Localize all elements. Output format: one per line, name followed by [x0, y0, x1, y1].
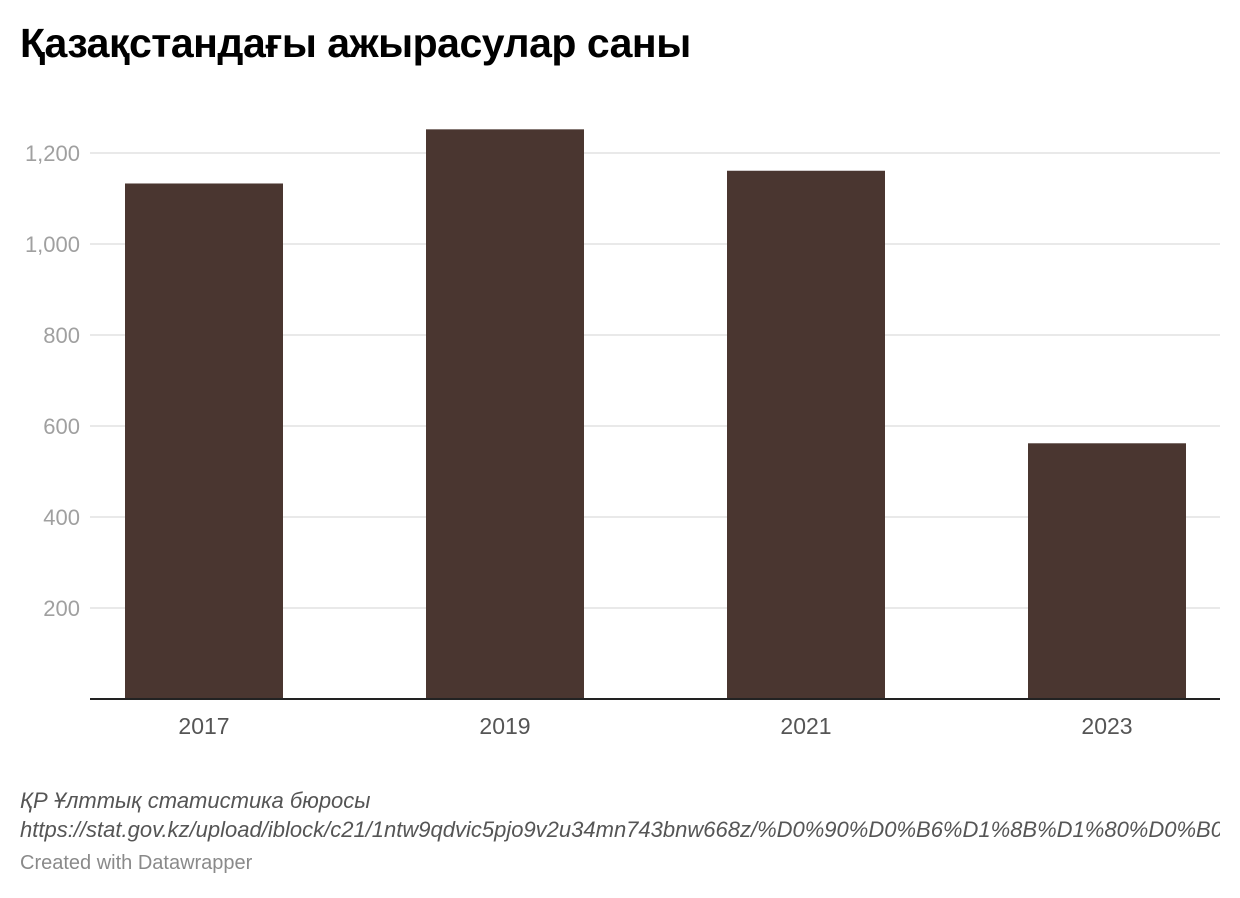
y-axis-ticks: 200 400 600 800 1,000 1,200 — [25, 141, 80, 621]
bar-chart: 200 400 600 800 1,000 1,200 2017 2019 2021 2023 — [25, 129, 1220, 739]
x-axis-labels: 2017 2019 2021 2023 — [178, 713, 1132, 739]
y-tick-label: 200 — [43, 596, 80, 621]
x-tick-label: 2023 — [1081, 713, 1132, 739]
chart-footer: ҚР Ұлттық статистика бюросы https://stat… — [20, 786, 1220, 875]
y-tick-label: 600 — [43, 414, 80, 439]
source-name: ҚР Ұлттық статистика бюросы — [20, 788, 371, 813]
bar-2017 — [125, 183, 283, 700]
y-tick-label: 1,200 — [25, 141, 80, 166]
source-link[interactable]: https://stat.gov.kz/upload/iblock/c21/1n… — [20, 817, 1220, 842]
bar-2021 — [727, 170, 885, 699]
y-tick-label: 800 — [43, 323, 80, 348]
x-tick-label: 2017 — [178, 713, 229, 739]
bar-2019 — [426, 129, 584, 700]
bars — [125, 129, 1186, 700]
datawrapper-credit[interactable]: Created with Datawrapper — [20, 852, 253, 874]
y-tick-label: 1,000 — [25, 232, 80, 257]
y-tick-label: 400 — [43, 505, 80, 530]
x-tick-label: 2019 — [479, 713, 530, 739]
x-tick-label: 2021 — [780, 713, 831, 739]
chart-title: Қазақстандағы ажырасулар саны — [20, 20, 691, 66]
bar-2023 — [1028, 443, 1186, 699]
